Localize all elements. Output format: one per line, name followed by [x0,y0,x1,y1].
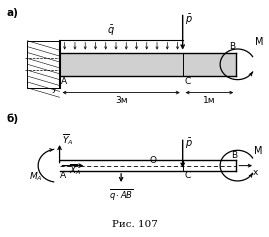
Text: $\overline{Y}_A$: $\overline{Y}_A$ [62,132,74,147]
Bar [27,41,59,88]
Text: $\bar{q}$: $\bar{q}$ [107,24,114,38]
Text: A: A [61,77,67,86]
Text: $\bar{p}$: $\bar{p}$ [185,13,193,27]
Text: M: M [254,146,262,156]
Text: 1м: 1м [203,96,216,105]
Text: A: A [60,171,66,180]
Text: y: y [52,84,57,93]
Text: $\overline{q \cdot AB}$: $\overline{q \cdot AB}$ [109,187,133,203]
Text: $\bar{p}$: $\bar{p}$ [185,137,193,151]
Text: M: M [255,37,263,47]
Text: а): а) [6,8,18,18]
Text: $M_A$: $M_A$ [29,171,42,183]
Bar [59,53,236,76]
Text: $\overline{X}_A$: $\overline{X}_A$ [69,163,82,177]
Text: C: C [184,171,190,180]
Text: O: O [150,156,157,165]
Text: Рис. 107: Рис. 107 [112,220,157,229]
Text: 3м: 3м [115,96,128,105]
Text: б): б) [6,114,18,124]
Text: B: B [229,42,236,51]
Text: x: x [252,168,258,177]
Text: C: C [184,77,190,86]
Text: B: B [231,151,237,160]
